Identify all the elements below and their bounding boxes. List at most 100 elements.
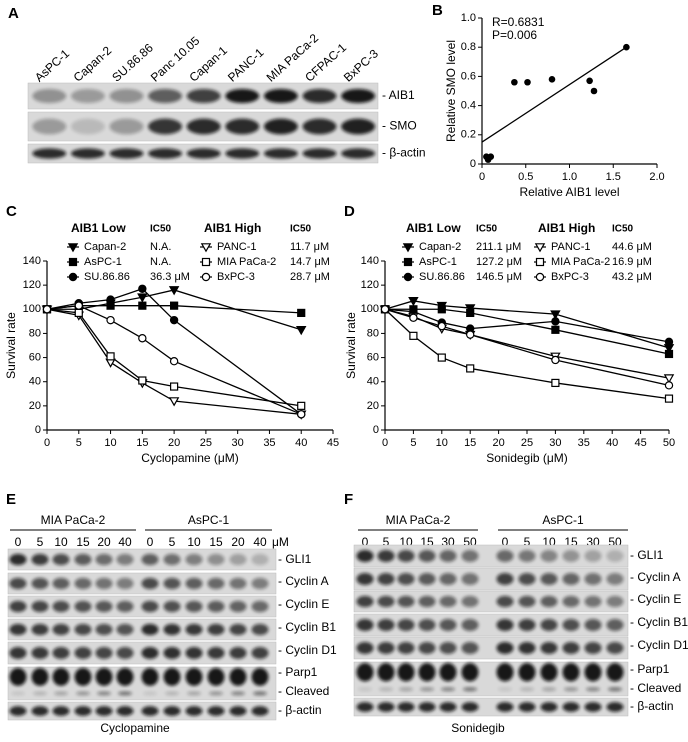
blot-band [397, 619, 415, 631]
point [664, 337, 674, 347]
blot-band [207, 600, 225, 613]
blot-band [185, 600, 203, 613]
blot-band [608, 687, 622, 692]
series-line [385, 308, 670, 355]
annotation: R=0.6831 [492, 15, 545, 29]
blot-band [606, 619, 624, 631]
blot-strip [353, 590, 629, 613]
blot-band [9, 553, 27, 566]
legend-ic50-title: IC50 [150, 224, 172, 235]
blot-band [31, 577, 49, 590]
series-line [47, 289, 302, 331]
blot-band [562, 702, 580, 712]
blot-band [74, 667, 92, 686]
blot-band [229, 623, 247, 636]
point [137, 293, 148, 303]
blot-band [95, 667, 113, 686]
blot-band [356, 550, 374, 562]
blot-band [461, 663, 479, 682]
blot-band [95, 706, 113, 716]
x-tick-label: 45 [634, 437, 646, 449]
blot-band [606, 573, 624, 585]
y-tick-label: 0 [373, 424, 379, 436]
point [168, 286, 180, 296]
blot-band [116, 623, 134, 636]
blot-band [418, 595, 436, 608]
point [664, 381, 674, 390]
blot-band [562, 619, 580, 631]
blot-band [207, 577, 225, 590]
x-tick-label: 30 [549, 437, 561, 449]
x-tick-label: 10 [436, 437, 448, 449]
blot-band [74, 647, 92, 659]
y-tick-label: 0.6 [461, 70, 476, 82]
blot-band [141, 623, 159, 636]
x-tick-label: 50 [663, 437, 675, 449]
point [138, 376, 147, 385]
legend-ic50: 211.1 μM [476, 241, 521, 253]
blot-band [9, 706, 27, 716]
x-tick-label: 1.5 [606, 171, 621, 183]
x-tick-label: 25 [521, 437, 533, 449]
blot-band [116, 667, 134, 686]
blot-band [399, 687, 413, 692]
blot-band [441, 687, 455, 692]
y-tick-label: 40 [29, 376, 41, 388]
blot-band [74, 577, 92, 590]
point [170, 382, 179, 391]
y-axis-title: Relative SMO level [444, 40, 458, 142]
blot-band [461, 702, 479, 712]
blot-band [302, 88, 337, 104]
blot-band [397, 595, 415, 608]
band-label: - Parp1 [278, 665, 318, 679]
blot-band [562, 595, 580, 608]
legend-marker [68, 272, 78, 282]
blot-band [377, 619, 395, 631]
panel-label: F [344, 491, 353, 508]
blot-band [418, 550, 436, 562]
blot-band [418, 573, 436, 585]
blot-band [418, 619, 436, 631]
dose-label: 15 [209, 535, 223, 549]
point [623, 43, 630, 51]
blot-band [163, 667, 181, 686]
legend-ic50: 28.7 μM [290, 271, 330, 283]
blot-band [439, 573, 457, 585]
blot-band [397, 642, 415, 654]
dose-label: 40 [253, 535, 267, 549]
group-label: AsPC-1 [188, 513, 230, 527]
blot-band [358, 687, 372, 692]
blot-band [229, 553, 247, 566]
blot-band [31, 667, 49, 686]
blot-band [54, 691, 68, 696]
blot-band [231, 691, 245, 696]
legend-marker [201, 257, 211, 267]
blot-band [439, 595, 457, 608]
legend-marker [402, 243, 414, 253]
blot-band [163, 553, 181, 566]
y-tick-label: 140 [23, 255, 41, 267]
x-tick-label: 30 [232, 437, 244, 449]
blot-band [518, 619, 536, 631]
blot-band [420, 687, 434, 692]
band-label: - GLI1 [278, 552, 312, 566]
blot-band [52, 647, 70, 659]
blot-band [341, 118, 376, 135]
band-label: - Cyclin B1 [630, 615, 688, 629]
dose-label: 15 [76, 535, 90, 549]
x-tick-label: 15 [136, 437, 148, 449]
point [168, 397, 180, 407]
y-tick-label: 0.8 [461, 41, 476, 53]
blot-strip [353, 567, 629, 591]
x-tick-label: 35 [578, 437, 590, 449]
blot-band [32, 88, 67, 104]
blot-band [341, 148, 376, 159]
series-line [46, 304, 302, 415]
point [590, 87, 598, 95]
point [295, 326, 307, 336]
point [297, 308, 306, 318]
blot-band [163, 600, 181, 613]
point [466, 330, 475, 339]
blot-strip [353, 636, 629, 660]
band-label: - Cleaved [278, 684, 329, 698]
